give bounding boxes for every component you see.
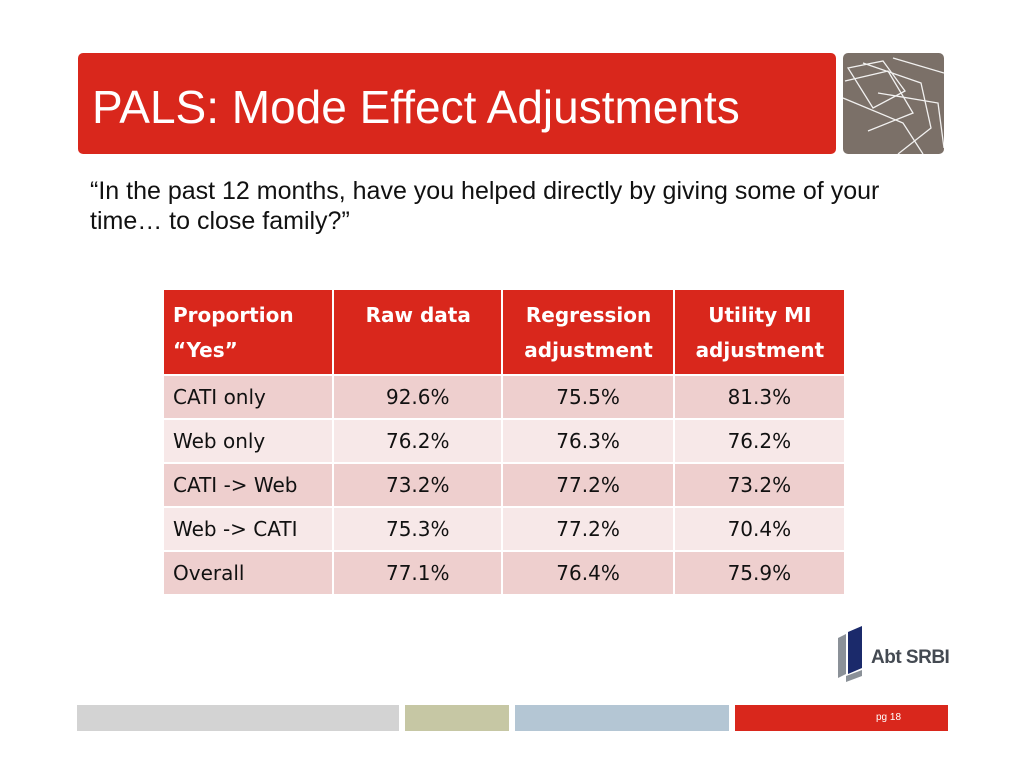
- regression-cell: 76.3%: [502, 419, 675, 464]
- utility-mi-cell: 76.2%: [673, 419, 847, 464]
- raw-data-cell: 76.2%: [333, 419, 504, 464]
- raw-data-cell: 92.6%: [333, 375, 504, 420]
- abt-srbi-logo-icon: [838, 626, 862, 682]
- header-regression-adjustment: Regression adjustment: [502, 290, 675, 376]
- table-row: Web -> CATI 75.3% 77.2% 70.4%: [164, 507, 847, 552]
- row-label: Overall: [164, 551, 335, 596]
- logo-text: Abt SRBI: [871, 647, 950, 668]
- survey-question: “In the past 12 months, have you helped …: [90, 177, 880, 235]
- regression-cell: 75.5%: [502, 375, 675, 420]
- utility-mi-cell: 81.3%: [673, 375, 847, 420]
- footer-bar-gray: [77, 705, 399, 731]
- slide-title: PALS: Mode Effect Adjustments: [92, 81, 740, 133]
- footer-bar-olive: [405, 705, 509, 731]
- decorative-lines-icon: [843, 57, 944, 154]
- header-raw-data: Raw data: [333, 290, 504, 376]
- utility-mi-cell: 75.9%: [673, 551, 847, 596]
- row-label: Web only: [164, 419, 335, 464]
- regression-cell: 77.2%: [502, 507, 675, 552]
- footer-bar-blue: [515, 705, 729, 731]
- regression-cell: 77.2%: [502, 463, 675, 508]
- raw-data-cell: 73.2%: [333, 463, 504, 508]
- abt-srbi-logo: Abt SRBI: [836, 624, 951, 684]
- regression-cell: 76.4%: [502, 551, 675, 596]
- decorative-lines-graphic: [843, 53, 944, 154]
- raw-data-cell: 75.3%: [333, 507, 504, 552]
- header-utility-mi-adjustment: Utility MI adjustment: [673, 290, 847, 376]
- footer-bar-red: [735, 705, 948, 731]
- header-proportion-yes: Proportion “Yes”: [164, 290, 335, 376]
- row-label: CATI -> Web: [164, 463, 335, 508]
- table-header-row: Proportion “Yes” Raw data Regression adj…: [164, 290, 847, 376]
- table-row: CATI -> Web 73.2% 77.2% 73.2%: [164, 463, 847, 508]
- title-bar: PALS: Mode Effect Adjustments: [78, 53, 836, 154]
- mode-effect-table: Proportion “Yes” Raw data Regression adj…: [164, 290, 847, 596]
- raw-data-cell: 77.1%: [333, 551, 504, 596]
- row-label: Web -> CATI: [164, 507, 335, 552]
- page-number: pg 18: [876, 712, 902, 723]
- table-row: Overall 77.1% 76.4% 75.9%: [164, 551, 847, 596]
- utility-mi-cell: 70.4%: [673, 507, 847, 552]
- table-row: CATI only 92.6% 75.5% 81.3%: [164, 375, 847, 420]
- row-label: CATI only: [164, 375, 335, 420]
- utility-mi-cell: 73.2%: [673, 463, 847, 508]
- table-row: Web only 76.2% 76.3% 76.2%: [164, 419, 847, 464]
